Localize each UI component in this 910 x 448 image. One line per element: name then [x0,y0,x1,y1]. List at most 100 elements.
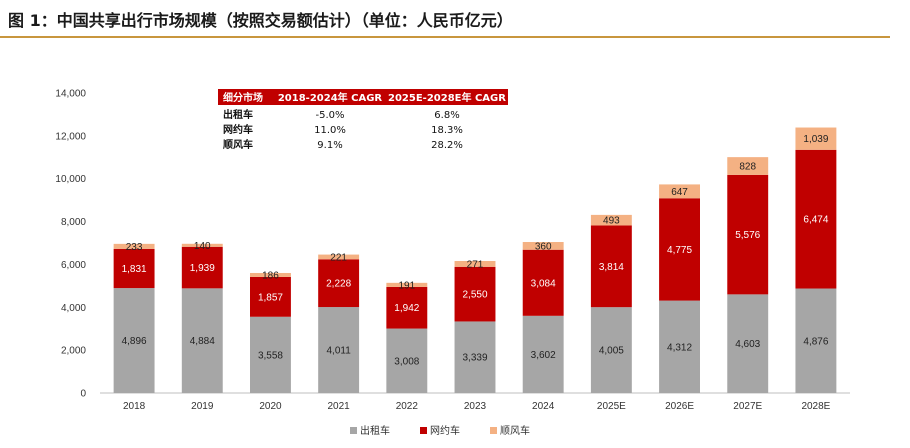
bar-value-label-taxi-2023: 3,339 [462,353,487,364]
bar-segment-ridehail-2020 [250,276,291,317]
bar-segment-taxi-2025E [590,307,632,393]
bar-segment-taxi-2021 [318,307,360,393]
bar-segment-carpool-2019 [181,243,223,247]
bar-value-label-taxi-2021: 4,011 [326,346,351,357]
legend-swatch-carpool [490,427,497,434]
legend: 出租车 网约车 顺风车 [350,424,530,437]
bar-value-label-taxi-2018: 4,896 [122,336,147,347]
bar-segment-ridehail-2024 [522,249,564,316]
bar-value-label-ridehail-2020: 1,857 [258,292,283,303]
x-tick-label-2022: 2022 [396,401,419,412]
bar-value-label-taxi-2024: 3,602 [531,350,556,361]
bar-value-label-taxi-2028E: 4,876 [803,336,828,347]
bar-value-label-ridehail-2025E: 3,814 [599,262,624,273]
bar-value-label-carpool-2028E: 1,039 [803,134,828,145]
bars: 4,896 1,831 233 4,884 1,939 140 3,558 1,857 186 4… [113,127,837,393]
bar-value-label-ridehail-2018: 1,831 [122,264,147,275]
bar-segment-taxi-2028E [795,288,837,393]
x-tick-label-2021: 2021 [328,401,351,412]
figure-title: 图 1：中国共享出行市场规模（按照交易额估计）（单位：人民币亿元） [8,11,513,30]
x-tick-label-2028E: 2028E [801,401,830,412]
bar-segment-ridehail-2028E [795,149,837,289]
bar-value-label-carpool-2019: 140 [194,241,211,252]
bar-segment-carpool-2026E [659,184,700,199]
cagr-row-carpool-fcst: 28.2% [431,140,463,151]
bar-value-label-carpool-2022: 191 [398,280,415,291]
bar-segment-ridehail-2023 [454,266,496,322]
y-tick-label: 12,000 [55,131,86,142]
y-tick-label: 2,000 [61,346,86,357]
y-tick-label: 14,000 [55,89,86,100]
bar-value-label-carpool-2020: 186 [262,270,279,281]
bar-value-label-taxi-2026E: 4,312 [667,342,692,353]
cagr-table: 细分市场 2018-2024年 CAGR 2025E-2028E年 CAGR 出… [218,89,508,151]
bar-segment-ridehail-2021 [318,259,360,308]
cagr-row-ridehail-label: 网约车 [223,123,253,136]
bar-value-label-carpool-2024: 360 [535,241,552,252]
y-tick-label: 10,000 [55,174,86,185]
bar-segment-taxi-2027E [727,294,769,393]
cagr-header-segment: 细分市场 [223,91,263,104]
cagr-row-ridehail-fcst: 18.3% [431,125,463,136]
cagr-row-taxi-hist: -5.0% [315,110,344,121]
stacked-bar-chart: 02,0004,0006,0008,00010,00012,00014,000 … [55,89,850,437]
bar-segment-ridehail-2019 [181,246,223,289]
bar-value-label-taxi-2022: 3,008 [394,356,419,367]
x-tick-label-2027E: 2027E [733,401,762,412]
legend-swatch-ridehail [420,427,427,434]
legend-label-carpool: 顺风车 [500,424,530,437]
figure-header: 图 1：中国共享出行市场规模（按照交易额估计）（单位：人民币亿元） [0,0,890,38]
bar-segment-carpool-2024 [522,242,564,250]
bar-segment-ridehail-2027E [727,174,769,295]
bar-segment-carpool-2022 [386,282,428,287]
cagr-table-header-bg [218,89,508,105]
bar-value-label-ridehail-2021: 2,228 [326,279,351,290]
legend-label-taxi: 出租车 [360,424,390,437]
x-axis-labels: 2018 2019 2020 2021 2022 2023 2024 2025E 2026E 20… [123,401,831,412]
bar-value-label-carpool-2026E: 647 [671,187,688,198]
bar-value-label-ridehail-2022: 1,942 [394,303,419,314]
bar-segment-carpool-2027E [727,157,769,175]
x-tick-label-2023: 2023 [464,401,487,412]
bar-segment-carpool-2025E [590,214,632,226]
x-tick-label-2019: 2019 [191,401,214,412]
cagr-header-2025-2028: 2025E-2028E年 CAGR [388,91,506,104]
x-tick-label-2018: 2018 [123,401,146,412]
y-tick-label: 8,000 [61,217,86,228]
bar-value-label-carpool-2027E: 828 [739,162,756,173]
cagr-row-carpool-label: 顺风车 [223,138,253,151]
bar-value-label-taxi-2025E: 4,005 [599,346,624,357]
legend-swatch-taxi [350,427,357,434]
bar-value-label-taxi-2027E: 4,603 [735,339,760,350]
cagr-row-carpool-hist: 9.1% [317,140,342,151]
bar-value-label-carpool-2025E: 493 [603,216,620,227]
cagr-header-2018-2024: 2018-2024年 CAGR [278,91,383,104]
legend-label-ridehail: 网约车 [430,424,460,437]
bar-segment-taxi-2019 [181,288,223,393]
bar-segment-ridehail-2018 [113,248,155,289]
bar-segment-ridehail-2022 [386,286,428,329]
x-tick-label-2020: 2020 [259,401,282,412]
cagr-row-ridehail-hist: 11.0% [314,125,346,136]
bar-value-label-ridehail-2019: 1,939 [190,263,215,274]
y-tick-label: 6,000 [61,260,86,271]
bar-value-label-ridehail-2028E: 6,474 [803,215,828,226]
bar-segment-taxi-2018 [113,288,155,393]
cagr-row-taxi-fcst: 6.8% [434,110,459,121]
y-tick-label: 0 [80,389,86,400]
y-tick-label: 4,000 [61,303,86,314]
bar-value-label-carpool-2021: 221 [330,252,347,263]
bar-segment-carpool-2018 [113,243,155,249]
bar-segment-taxi-2020 [250,316,291,393]
bar-segment-ridehail-2026E [659,198,700,301]
bar-value-label-taxi-2019: 4,884 [190,336,215,347]
bar-segment-ridehail-2025E [590,225,632,308]
bar-value-label-ridehail-2023: 2,550 [462,290,487,301]
x-tick-label-2024: 2024 [532,401,555,412]
bar-value-label-carpool-2018: 233 [126,242,143,253]
bar-value-label-taxi-2020: 3,558 [258,350,283,361]
bar-segment-carpool-2023 [454,261,496,267]
bar-value-label-carpool-2023: 271 [467,259,484,270]
cagr-row-taxi-label: 出租车 [223,108,253,121]
bar-segment-carpool-2021 [318,254,360,260]
